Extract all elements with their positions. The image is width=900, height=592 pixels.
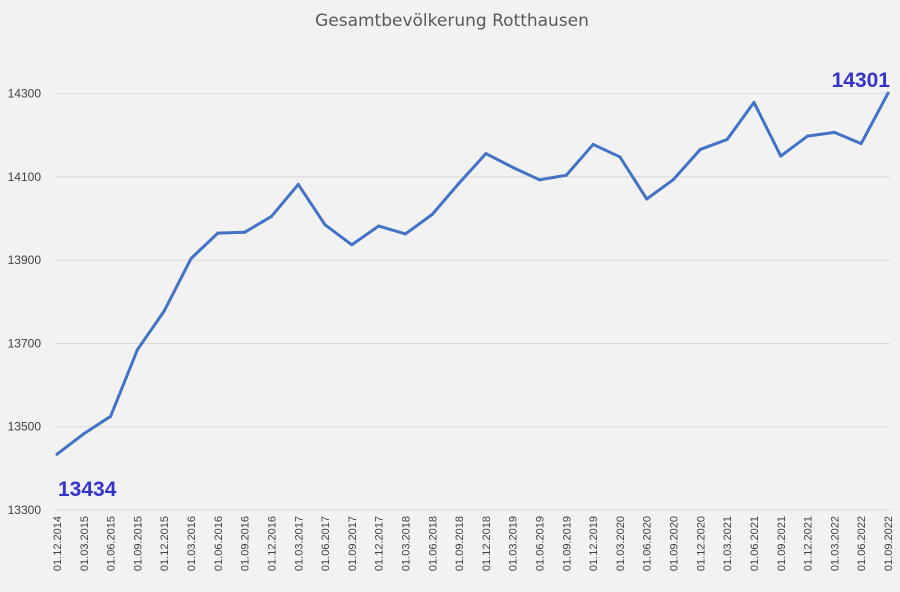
x-tick-label: 01.09.2020 [669, 516, 681, 571]
x-tick-label: 01.09.2015 [132, 516, 144, 571]
data-point [511, 165, 515, 169]
x-tick-label: 01.12.2020 [695, 516, 707, 571]
x-tick-label: 01.03.2018 [400, 516, 412, 571]
x-tick-label: 01.03.2022 [829, 516, 841, 571]
x-tick-label: 01.12.2019 [588, 516, 600, 571]
data-point [296, 182, 300, 186]
data-point [859, 142, 863, 146]
x-tick-label: 01.06.2018 [427, 516, 439, 571]
series-layer [55, 91, 890, 456]
y-tick-label: 13500 [8, 420, 42, 434]
x-tick-label: 01.03.2015 [79, 516, 91, 571]
data-label: 13434 [58, 478, 117, 501]
data-point [725, 137, 729, 141]
x-tick-label: 01.06.2021 [749, 516, 761, 571]
data-point [886, 91, 890, 95]
y-tick-label: 13700 [8, 336, 42, 350]
data-point [779, 154, 783, 158]
y-tick-label: 13300 [8, 503, 42, 517]
data-point [269, 214, 273, 218]
data-point [82, 432, 86, 436]
x-tick-label: 01.06.2017 [320, 516, 332, 571]
data-point [109, 414, 113, 418]
data-labels: 13434 14301 [58, 69, 890, 501]
data-point [645, 197, 649, 201]
data-point [243, 230, 247, 234]
x-tick-label: 01.09.2022 [883, 516, 895, 571]
data-point [430, 212, 434, 216]
data-point [806, 134, 810, 138]
x-tick-label: 01.12.2021 [803, 516, 815, 571]
y-tick-label: 13900 [8, 253, 42, 267]
x-tick-label: 01.06.2022 [856, 516, 868, 571]
data-point [698, 147, 702, 151]
x-axis-ticks: 01.12.2014 01.03.2015 01.06.2015 01.09.2015… [52, 516, 895, 571]
x-tick-label: 01.12.2017 [374, 516, 386, 571]
data-point [135, 348, 139, 352]
plot-area [55, 52, 890, 510]
x-tick-label: 01.03.2017 [293, 516, 305, 571]
data-point [323, 223, 327, 227]
data-point [189, 257, 193, 261]
x-tick-label: 01.06.2015 [106, 516, 118, 571]
data-point [564, 173, 568, 177]
y-axis-ticks: 13300 13500 13700 13900 14100 14300 [8, 87, 42, 517]
data-point [377, 224, 381, 228]
x-tick-label: 01.03.2016 [186, 516, 198, 571]
x-tick-label: 01.09.2018 [454, 516, 466, 571]
x-tick-label: 01.06.2016 [213, 516, 225, 571]
x-tick-label: 01.06.2019 [535, 516, 547, 571]
data-label: 14301 [832, 69, 891, 92]
data-point [752, 100, 756, 104]
data-point [618, 155, 622, 159]
x-tick-label: 01.09.2021 [776, 516, 788, 571]
data-point [216, 231, 220, 235]
data-point [672, 177, 676, 181]
series-line [55, 91, 890, 456]
grid-lines [55, 93, 890, 511]
x-tick-label: 01.06.2020 [642, 516, 654, 571]
data-point [832, 130, 836, 134]
x-tick-label: 01.12.2018 [481, 516, 493, 571]
x-tick-label: 01.12.2015 [159, 516, 171, 571]
x-tick-label: 01.03.2019 [508, 516, 520, 571]
x-tick-label: 01.03.2021 [722, 516, 734, 571]
y-tick-label: 14100 [8, 170, 42, 184]
x-tick-label: 01.03.2020 [615, 516, 627, 571]
data-point [457, 181, 461, 185]
data-point [591, 142, 595, 146]
x-tick-label: 01.09.2017 [347, 516, 359, 571]
x-tick-label: 01.09.2016 [240, 516, 252, 571]
x-tick-label: 01.12.2014 [52, 516, 64, 571]
data-point [403, 232, 407, 236]
data-point [538, 178, 542, 182]
data-point [162, 309, 166, 313]
data-point [350, 243, 354, 247]
x-tick-label: 01.12.2016 [266, 516, 278, 571]
y-tick-label: 14300 [8, 87, 42, 101]
chart-title: Gesamtbevölkerung Rotthausen [315, 11, 589, 31]
x-tick-label: 01.09.2019 [561, 516, 573, 571]
data-point [484, 152, 488, 156]
data-point [55, 452, 59, 456]
